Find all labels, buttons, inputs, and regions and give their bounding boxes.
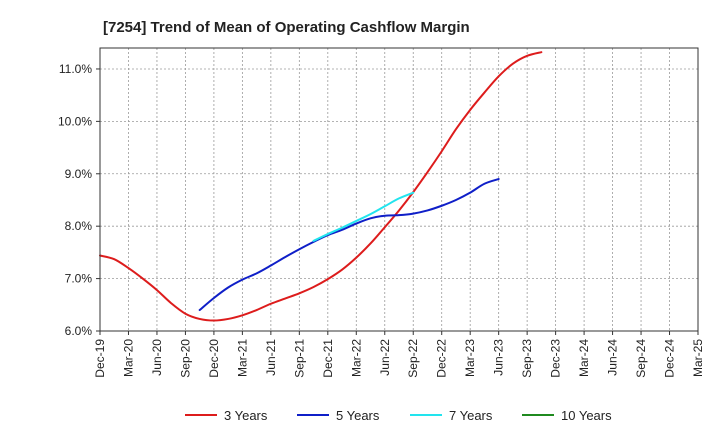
x-tick-label: Sep-23: [520, 339, 534, 378]
x-tick-label: Mar-23: [463, 339, 477, 377]
x-tick-label: Dec-19: [93, 339, 107, 378]
x-tick-label: Dec-22: [435, 339, 449, 378]
legend-label-5-years: 5 Years: [336, 408, 380, 423]
legend-label-10-years: 10 Years: [561, 408, 612, 423]
x-tick-label: Jun-24: [606, 339, 620, 376]
x-tick-label: Sep-22: [406, 339, 420, 378]
y-tick-label: 8.0%: [65, 219, 93, 233]
x-tick-label: Mar-22: [349, 339, 363, 377]
x-tick-label: Dec-23: [549, 339, 563, 378]
y-tick-label: 7.0%: [65, 272, 93, 286]
legend: 3 Years 5 Years 7 Years 10 Years: [185, 408, 612, 423]
x-tick-label: Jun-20: [150, 339, 164, 376]
y-tick-label: 6.0%: [65, 324, 93, 338]
x-tick-label: Jun-21: [264, 339, 278, 376]
series-line-7-years: [312, 191, 415, 242]
series-layer: [99, 51, 543, 322]
x-tick-label: Sep-20: [178, 339, 192, 378]
x-tick-label: Dec-20: [207, 339, 221, 378]
x-tick-label: Mar-24: [577, 339, 591, 377]
y-tick-label: 9.0%: [65, 167, 93, 181]
legend-label-7-years: 7 Years: [449, 408, 493, 423]
x-tick-label: Mar-25: [691, 339, 705, 377]
x-tick-label: Dec-24: [663, 339, 677, 378]
x-tick-label: Mar-21: [235, 339, 249, 377]
x-tick-label: Jun-22: [378, 339, 392, 376]
axis-layer: 6.0% 7.0% 8.0% 9.0% 10.0% 11.0% Dec-19 Mar-20 Ju…: [58, 47, 705, 378]
y-tick-label: 11.0%: [59, 62, 92, 76]
x-tick-label: Sep-24: [634, 339, 648, 378]
plot-frame: [99, 47, 699, 332]
x-tick-label: Sep-21: [292, 339, 306, 378]
x-tick-label: Jun-23: [492, 339, 506, 376]
grid-layer: [100, 48, 698, 332]
x-tick-label: Mar-20: [121, 339, 135, 377]
chart-title: [7254] Trend of Mean of Operating Cashfl…: [103, 19, 470, 36]
legend-label-3-years: 3 Years: [224, 408, 268, 423]
y-tick-label: 10.0%: [58, 114, 92, 128]
series-line-3-years: [99, 51, 543, 322]
series-line-5-years: [198, 178, 500, 312]
x-tick-label: Dec-21: [321, 339, 335, 378]
